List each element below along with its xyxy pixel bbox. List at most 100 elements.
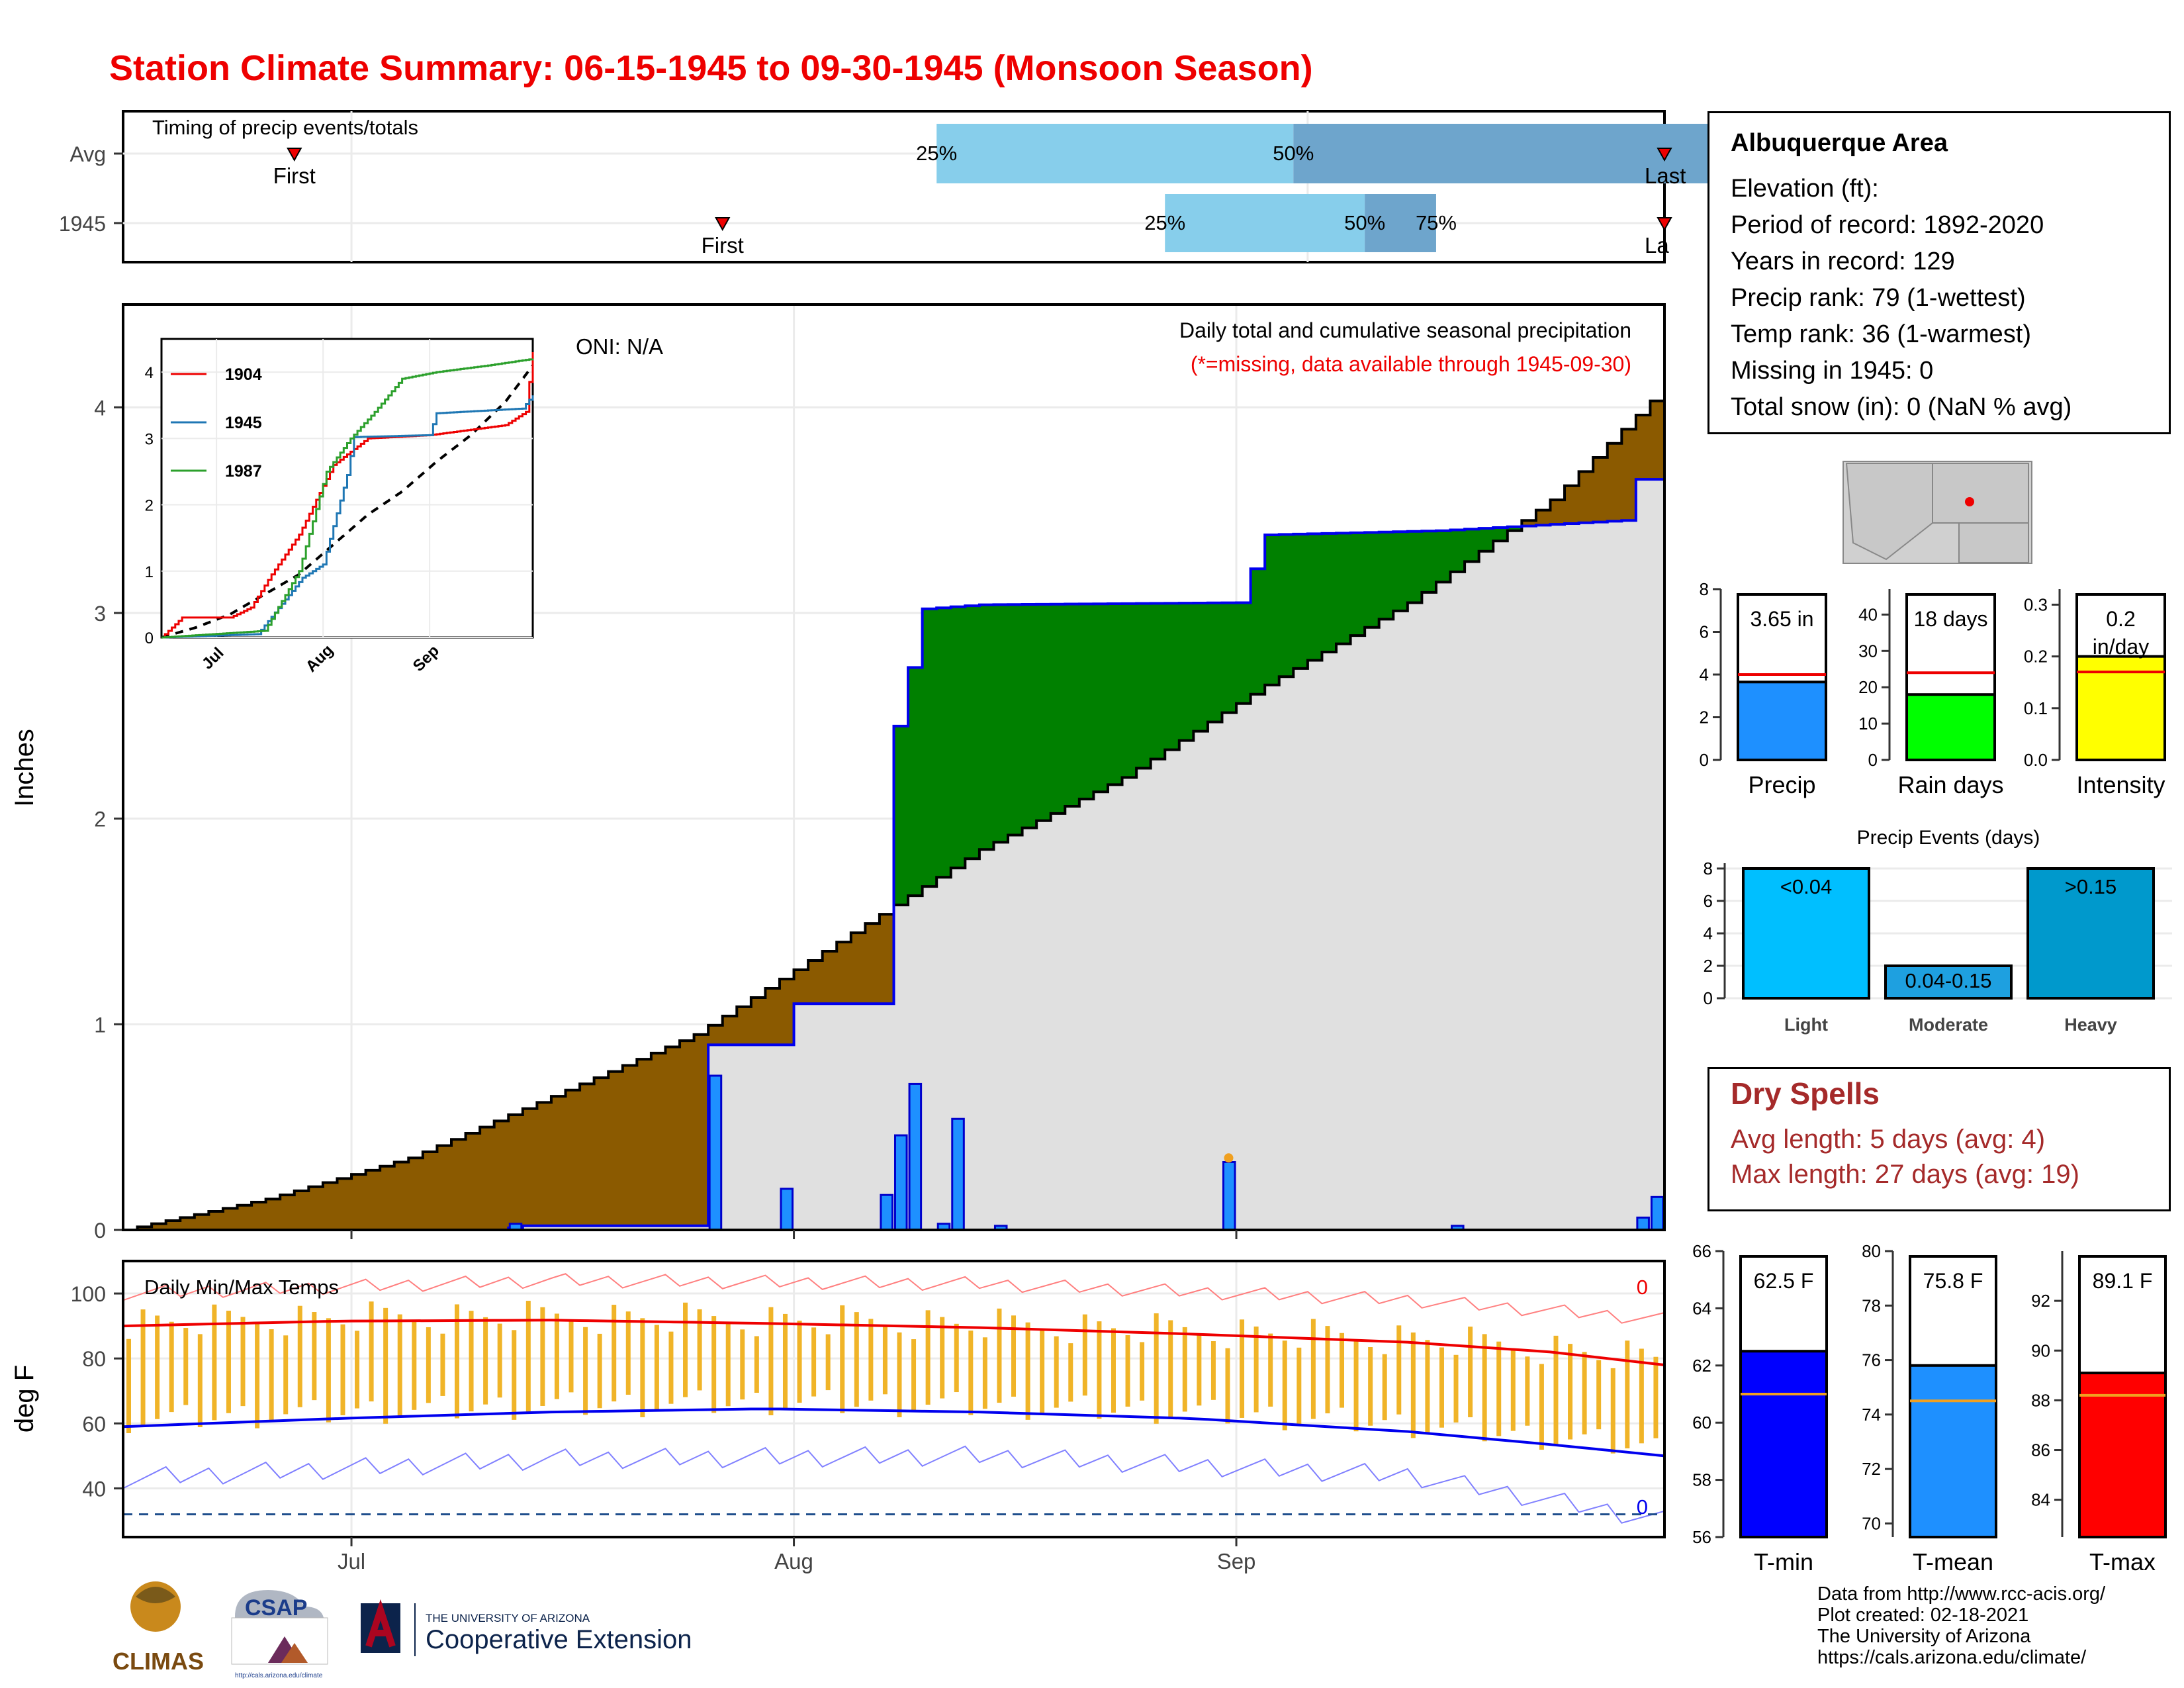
daily-temp-bar [554, 1313, 559, 1399]
daily-temp-bar [497, 1323, 502, 1398]
daily-temp-bar [540, 1307, 545, 1406]
daily-temp-bar [1125, 1335, 1130, 1407]
temp-bar-2-y-tick: 84 [2031, 1490, 2050, 1510]
precip-y-label: Inches [10, 729, 39, 807]
quartile-25-label: 25% [1144, 211, 1185, 234]
last-event-marker [1657, 148, 1672, 162]
rain-days-y-tick: 10 [1858, 714, 1878, 733]
station-period: Period of record: 1892-2020 [1731, 211, 2044, 239]
temp-y-tick: 60 [82, 1412, 106, 1436]
inset-y-tick: 4 [145, 364, 154, 382]
oni-label: ONI: N/A [576, 334, 663, 359]
inset-series-line [161, 358, 534, 639]
daily-temp-bar [868, 1319, 874, 1401]
intensity-y-tick: 0.0 [2024, 750, 2048, 770]
daily-temp-bar [1310, 1319, 1316, 1419]
daily-temp-bar [1025, 1322, 1030, 1420]
daily-temp-bar [840, 1305, 845, 1413]
daily-temp-bar [269, 1329, 274, 1422]
daily-temp-bar [654, 1325, 659, 1411]
daily-temp-bar [740, 1329, 745, 1400]
quartile-50-label: 50% [1344, 211, 1385, 234]
location-map [1843, 461, 2032, 564]
credit-source: Data from http://www.rcc-acis.org/ [1817, 1583, 2106, 1605]
station-location-dot [1965, 497, 1974, 506]
credit-url: https://cals.arizona.edu/climate/ [1817, 1647, 2087, 1668]
temp-bar-1-y-tick: 80 [1862, 1241, 1881, 1261]
quartile-50-label: 50% [1273, 142, 1314, 165]
events-category-label: Moderate [1909, 1015, 1988, 1035]
temp-bar-2-category-label: T-max [2089, 1548, 2156, 1575]
daily-temp-bar [1396, 1325, 1402, 1415]
daily-temp-bar [1325, 1326, 1330, 1414]
daily-temp-bar [1082, 1314, 1087, 1396]
high-count-label: 0 [1637, 1276, 1648, 1299]
events-bar [1884, 964, 2013, 1000]
temp-panel: 40 60 80 100 deg F Daily Min/Max Temps 0 0 Jul Au… [10, 1260, 1666, 1573]
events-y-tick: 2 [1704, 956, 1713, 976]
climas-logo: CLIMAS [113, 1581, 204, 1675]
daily-temp-bar [1539, 1364, 1544, 1450]
daily-temp-bar [1453, 1354, 1459, 1423]
temp-y-tick: 80 [82, 1347, 106, 1371]
events-category-label: Heavy [2064, 1015, 2117, 1035]
temp-bar-1-y-tick: 74 [1862, 1405, 1881, 1425]
daily-temp-bar [1353, 1340, 1359, 1432]
intensity-bar [2075, 655, 2166, 761]
events-value-label: >0.15 [2065, 875, 2116, 898]
temp-bar-0-y-tick: 56 [1692, 1527, 1711, 1547]
daily-temp-bar [597, 1333, 602, 1409]
daily-precip-bar [780, 1188, 794, 1231]
daily-temp-bar [625, 1311, 631, 1395]
temp-bar-1-category-label: T-mean [1913, 1548, 1993, 1575]
rain-days-bar [1905, 693, 1996, 762]
temp-bar-2-y-tick: 92 [2031, 1291, 2050, 1311]
temp-bar-0-value-label: 62.5 F [1754, 1269, 1814, 1293]
missing-marker [1224, 1153, 1234, 1163]
daily-temp-bar [126, 1338, 131, 1434]
precip-total-value-label: 3.65 in [1750, 607, 1813, 631]
daily-temp-bar [1525, 1356, 1530, 1426]
events-y-tick: 4 [1704, 923, 1713, 943]
avg-min-line [122, 1407, 1665, 1458]
daily-temp-bar [968, 1331, 974, 1415]
daily-temp-bar [940, 1317, 945, 1399]
daily-temp-bar [1011, 1315, 1017, 1397]
daily-temp-bar [612, 1305, 617, 1402]
daily-temp-bar [1553, 1335, 1559, 1445]
daily-temp-bar [1297, 1347, 1302, 1425]
record-high-line [122, 1273, 1665, 1324]
dry-spells-heading: Dry Spells [1731, 1076, 1880, 1111]
daily-temp-bar [1382, 1354, 1387, 1421]
daily-temp-bar [297, 1305, 302, 1407]
daily-temp-bar [1482, 1334, 1487, 1442]
temp-bar-0-bar [1739, 1350, 1828, 1538]
temp-bar-2-y-tick: 88 [2031, 1390, 2050, 1410]
station-precip-rank: Precip rank: 79 (1-wettest) [1731, 284, 2026, 312]
avg-max-line [122, 1319, 1665, 1366]
station-info-box: Albuquerque Area Elevation (ft): Period … [1707, 111, 2171, 434]
temp-bar-0-y-tick: 60 [1692, 1413, 1711, 1432]
daily-precip-bar [880, 1194, 893, 1231]
credits: Data from http://www.rcc-acis.org/ Plot … [1817, 1583, 2105, 1668]
precip-legend-note: (*=missing, data available through 1945-… [1191, 352, 1631, 376]
temp-bar-2-y-tick: 86 [2031, 1440, 2050, 1460]
last-event-label: La [1645, 233, 1669, 258]
temp-bar-0-y-tick: 58 [1692, 1470, 1711, 1490]
x-axis-label: Sep [1217, 1549, 1256, 1573]
inset-series-line [161, 395, 534, 639]
events-y-tick: 0 [1704, 988, 1713, 1008]
timing-row-label: 1945 [59, 212, 106, 236]
precip-total-category-label: Precip [1748, 771, 1815, 798]
inset-series-line [161, 352, 534, 639]
daily-temp-bar [326, 1318, 331, 1423]
daily-temp-bar [1582, 1352, 1587, 1434]
first-event-marker [715, 217, 731, 232]
rain-days-y-tick: 30 [1858, 641, 1878, 661]
daily-precip-bar [1222, 1160, 1236, 1231]
daily-temp-bar [1653, 1356, 1659, 1438]
daily-temp-bar [1268, 1333, 1273, 1407]
daily-temp-bar [911, 1339, 917, 1411]
daily-temp-bar [383, 1307, 388, 1424]
daily-temp-bar [169, 1321, 174, 1413]
